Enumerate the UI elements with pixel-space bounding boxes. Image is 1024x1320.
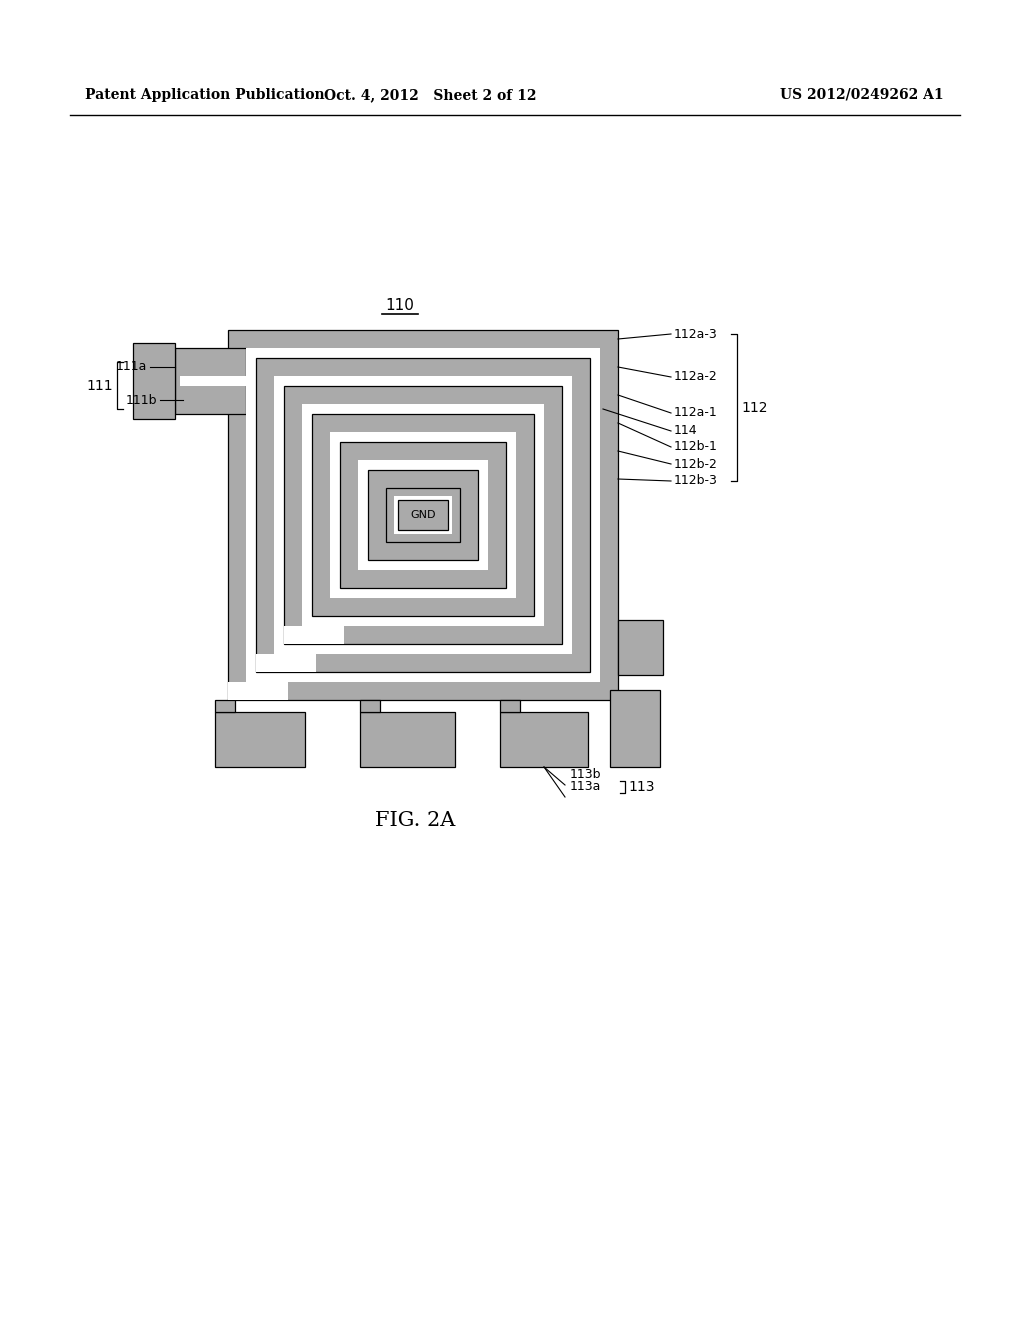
Text: 111b: 111b xyxy=(126,393,157,407)
Bar xyxy=(386,488,460,543)
Bar xyxy=(500,700,520,711)
Text: 112b-3: 112b-3 xyxy=(674,474,718,487)
Bar xyxy=(215,700,234,711)
Bar xyxy=(398,500,449,531)
Bar xyxy=(330,432,516,598)
Text: 113a: 113a xyxy=(570,780,601,793)
Bar xyxy=(610,690,660,767)
Bar xyxy=(386,488,460,543)
Bar xyxy=(284,385,562,644)
Bar xyxy=(246,348,600,682)
Text: 112a-3: 112a-3 xyxy=(674,327,718,341)
Text: 114: 114 xyxy=(674,425,697,437)
Bar xyxy=(133,343,175,418)
Text: 110: 110 xyxy=(386,298,415,313)
Bar xyxy=(360,711,455,767)
Bar xyxy=(284,626,344,644)
Text: 111: 111 xyxy=(86,379,113,392)
Text: Patent Application Publication: Patent Application Publication xyxy=(85,88,325,102)
Text: 112b-1: 112b-1 xyxy=(674,441,718,454)
Text: GND: GND xyxy=(411,510,436,520)
Bar xyxy=(180,376,246,385)
Bar xyxy=(187,378,201,384)
Bar xyxy=(274,376,572,653)
Text: US 2012/0249262 A1: US 2012/0249262 A1 xyxy=(780,88,944,102)
Bar xyxy=(215,711,305,767)
Bar xyxy=(618,620,663,675)
Bar xyxy=(340,442,506,587)
Text: 112: 112 xyxy=(741,400,768,414)
Bar xyxy=(358,459,488,570)
Bar xyxy=(228,682,288,700)
Bar xyxy=(368,470,478,560)
Bar xyxy=(256,653,316,672)
Text: FIG. 2A: FIG. 2A xyxy=(375,810,456,829)
Text: Oct. 4, 2012   Sheet 2 of 12: Oct. 4, 2012 Sheet 2 of 12 xyxy=(324,88,537,102)
Bar xyxy=(394,496,452,535)
Bar xyxy=(312,414,534,616)
Bar xyxy=(228,330,618,700)
Text: 111a: 111a xyxy=(116,360,147,374)
Bar xyxy=(500,711,588,767)
Bar xyxy=(302,404,544,626)
Bar xyxy=(175,348,246,414)
Text: 113b: 113b xyxy=(570,768,601,781)
Bar xyxy=(256,358,590,672)
Text: 113: 113 xyxy=(628,780,654,795)
Text: 112b-2: 112b-2 xyxy=(674,458,718,470)
Text: 112a-2: 112a-2 xyxy=(674,371,718,384)
Text: 112a-1: 112a-1 xyxy=(674,407,718,420)
Bar xyxy=(360,700,380,711)
